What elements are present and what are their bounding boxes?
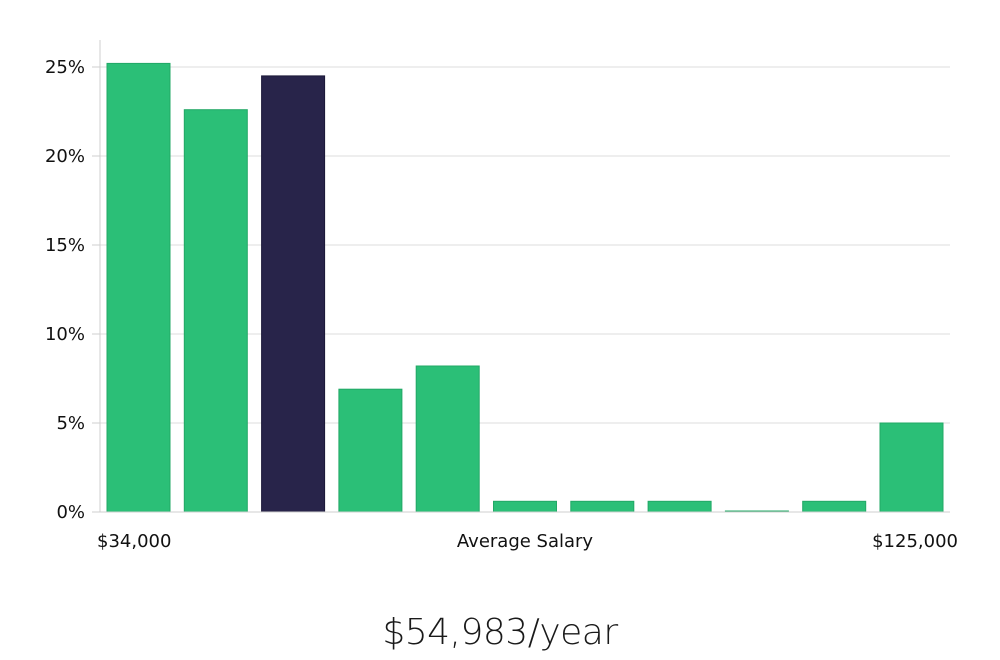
average-salary-value: $54,983/year [382,612,618,653]
bars [106,62,944,513]
y-tick-label: 0% [56,502,85,523]
x-min-label: $34,000 [97,531,171,552]
bar [106,62,171,513]
bar [415,365,480,513]
bar [647,500,712,513]
salary-histogram: 0%5%10%15%20%25% $34,000 Average Salary … [45,40,958,552]
bar [338,388,403,513]
y-tick-label: 5% [56,413,85,434]
bar [570,500,635,513]
x-max-label: $125,000 [872,531,958,552]
bar [493,500,557,513]
y-tick-label: 20% [45,146,85,167]
y-tick-label: 10% [45,324,85,345]
y-tick-labels: 0% 5% 10% 15% 20% 25% [45,57,100,523]
bar [879,422,944,513]
bar [802,500,867,513]
bar [183,109,248,513]
y-tick-label: 15% [45,235,85,256]
bar-highlighted [261,75,326,513]
x-axis-title: Average Salary [457,531,594,552]
y-tick-label: 25% [45,57,85,78]
